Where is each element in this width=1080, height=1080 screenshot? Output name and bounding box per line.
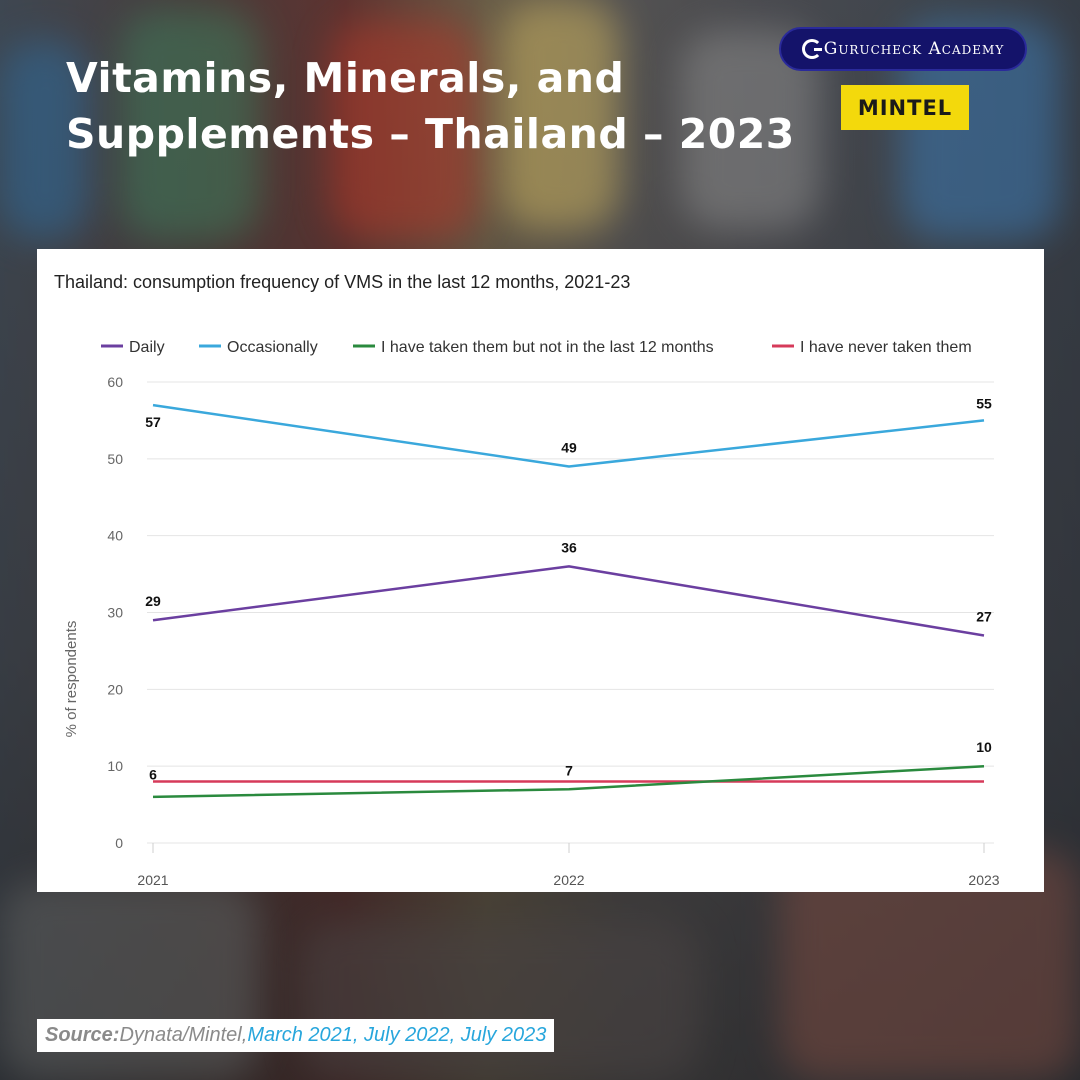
x-tick-label-2021: 2021 <box>137 872 168 888</box>
data-label-s0-2021: 29 <box>145 593 161 609</box>
y-axis: 0 10 20 30 40 50 60 <box>107 374 123 851</box>
y-tick-label-0: 0 <box>115 835 123 851</box>
legend-label-3: I have never taken them <box>800 339 972 356</box>
x-axis: 2021 2022 2023 <box>137 843 1000 888</box>
data-label-s0-2023: 27 <box>976 609 992 625</box>
y-tick-label-20: 20 <box>107 681 123 697</box>
source-dates: March 2021, July 2022, July 2023 <box>247 1024 547 1046</box>
y-tick-label-40: 40 <box>107 528 123 544</box>
source-note: Source: Dynata/Mintel, March 2021, July … <box>37 1019 555 1052</box>
data-labels: 29 36 27 57 49 55 6 7 10 <box>145 395 992 782</box>
x-tick-label-2022: 2022 <box>553 872 584 888</box>
mintel-logo: MINTEL <box>841 85 969 130</box>
legend-label-2: I have taken them but not in the last 12… <box>381 339 714 356</box>
y-tick-label-30: 30 <box>107 605 123 621</box>
data-label-s1-2021: 57 <box>145 414 161 430</box>
y-tick-label-10: 10 <box>107 758 123 774</box>
legend-label-1: Occasionally <box>227 339 318 356</box>
academy-label: Gurucheck Academy <box>823 39 1005 59</box>
y-axis-label: % of respondents <box>63 621 80 738</box>
series-line-2 <box>152 764 985 799</box>
x-tick-label-2023: 2023 <box>968 872 999 888</box>
data-label-s2-2022: 7 <box>565 763 573 779</box>
gurucheck-academy-logo: Gurucheck Academy <box>779 27 1027 71</box>
g-logo-icon <box>801 39 822 59</box>
series-line-1 <box>152 403 985 468</box>
y-tick-label-60: 60 <box>107 374 123 390</box>
y-tick-label-50: 50 <box>107 451 123 467</box>
data-label-s2-2023: 10 <box>976 739 992 755</box>
chart-series <box>152 403 985 799</box>
data-label-s1-2022: 49 <box>561 440 577 456</box>
data-label-s1-2023: 55 <box>976 395 992 411</box>
line-chart: Thailand: consumption frequency of VMS i… <box>54 272 1000 888</box>
data-label-s2-2021: 6 <box>149 767 157 783</box>
chart-card: Thailand: consumption frequency of VMS i… <box>37 249 1044 892</box>
legend-label-0: Daily <box>129 339 165 356</box>
page-title-line-1: Vitamins, Minerals, and <box>66 54 625 102</box>
chart-title: Thailand: consumption frequency of VMS i… <box>54 272 630 292</box>
page-title-line-2: Supplements – Thailand – 2023 <box>66 110 795 158</box>
data-label-s0-2022: 36 <box>561 539 577 555</box>
source-label: Source: <box>45 1024 120 1046</box>
source-org: Dynata/Mintel, <box>119 1024 248 1046</box>
series-line-0 <box>152 565 985 637</box>
page-title: Vitamins, Minerals, and Supplements – Th… <box>66 50 795 162</box>
chart-legend: Daily Occasionally I have taken them but n… <box>101 339 972 356</box>
